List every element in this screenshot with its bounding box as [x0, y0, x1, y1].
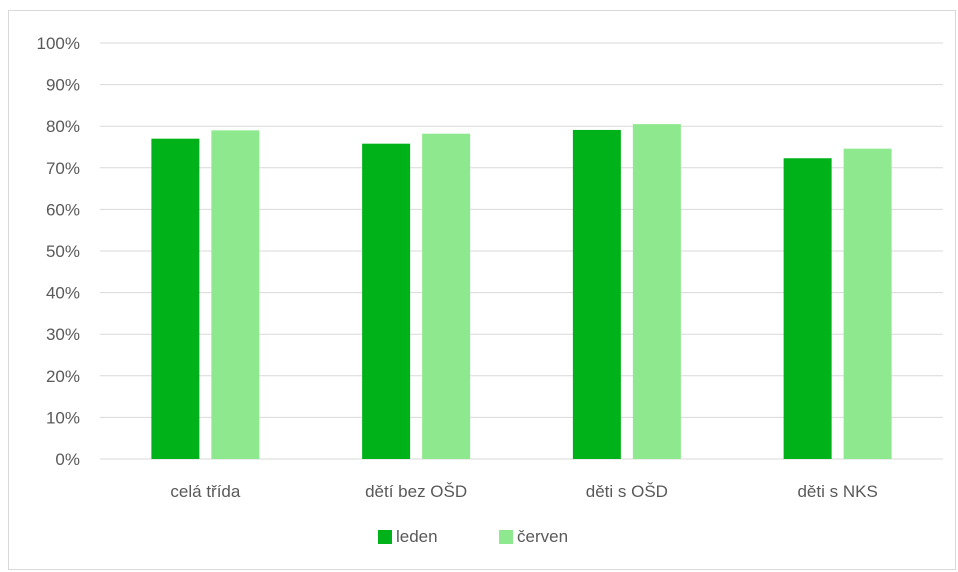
bar-červen-2 — [632, 124, 681, 460]
x-category-label: dětí bez OŠD — [365, 482, 467, 501]
y-axis: 0% 10% 20% 30% 40% 50% 60% 70% 80% 90% 100% — [37, 34, 80, 469]
x-category-label: celá třída — [170, 482, 240, 501]
legend: leden červen — [378, 527, 568, 546]
legend-label: červen — [517, 527, 568, 546]
bar-leden-2 — [572, 129, 621, 459]
y-tick-label: 70% — [46, 159, 80, 178]
legend-label: leden — [396, 527, 438, 546]
y-tick-label: 10% — [46, 408, 80, 427]
y-tick-label: 60% — [46, 200, 80, 219]
y-tick-label: 100% — [37, 34, 80, 53]
bar-červen-1 — [422, 133, 471, 460]
x-category-label: děti s OŠD — [586, 482, 668, 501]
bar-leden-0 — [151, 138, 200, 459]
legend-swatch-červen — [499, 530, 513, 544]
y-tick-label: 20% — [46, 367, 80, 386]
bar-leden-1 — [362, 143, 411, 459]
x-category-label: děti s NKS — [797, 482, 877, 501]
bar-červen-0 — [211, 130, 260, 460]
y-tick-label: 30% — [46, 325, 80, 344]
x-axis: celá třída dětí bez OŠD děti s OŠD děti s N… — [170, 482, 877, 501]
bar-leden-3 — [783, 158, 832, 459]
y-tick-label: 80% — [46, 117, 80, 136]
bars — [151, 124, 892, 460]
y-tick-label: 0% — [55, 450, 80, 469]
bar-červen-3 — [843, 148, 892, 459]
y-tick-label: 40% — [46, 284, 80, 303]
legend-swatch-leden — [378, 530, 392, 544]
y-tick-label: 50% — [46, 242, 80, 261]
y-tick-label: 90% — [46, 76, 80, 95]
